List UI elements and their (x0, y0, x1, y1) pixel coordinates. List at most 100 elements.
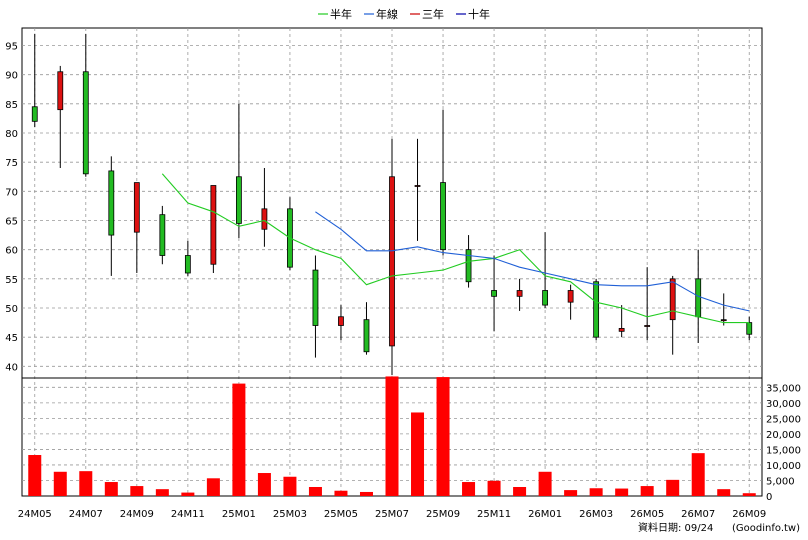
moving-average-lines (161, 173, 750, 324)
volume-bar (564, 490, 578, 496)
volume-bar (513, 486, 527, 496)
candle-body (363, 319, 370, 353)
footer-date: 資料日期: 09/24 (638, 521, 713, 534)
candle-body (695, 278, 702, 318)
price-tick-label: 50 (5, 304, 18, 315)
candle-body (184, 255, 191, 274)
volume-bar (359, 491, 373, 496)
candle-body (440, 182, 446, 251)
x-tick-label: 25M11 (477, 509, 511, 520)
volume-bar (28, 455, 42, 496)
volume-bar (283, 476, 297, 496)
price-tick-label: 40 (5, 362, 18, 373)
candles-layer (31, 33, 753, 376)
volume-tick-label: 25,000 (766, 414, 801, 425)
candle-body (746, 322, 753, 335)
price-tick-label: 65 (5, 217, 18, 228)
volume-tick-label: 10,000 (766, 461, 801, 472)
x-tick-label: 25M03 (273, 509, 307, 520)
volume-bar (181, 492, 195, 496)
x-tick-label: 24M05 (18, 509, 52, 520)
candle-body (57, 71, 64, 111)
volume-bars-layer (28, 376, 756, 496)
legend-label: 半年 (330, 7, 352, 21)
volume-tick-label: 15,000 (766, 445, 801, 456)
candle-body (491, 290, 497, 297)
x-tick-label: 25M09 (426, 509, 460, 520)
x-tick-label: 26M09 (732, 509, 766, 520)
candle-body (516, 290, 523, 297)
volume-bar (104, 482, 118, 496)
volume-tick-label: 20,000 (766, 430, 801, 441)
candle-body (235, 176, 242, 224)
candle-body (644, 325, 651, 327)
candle-body (82, 71, 89, 175)
legend-label: 三年 (422, 7, 444, 21)
candle-body (338, 316, 344, 326)
price-tick-label: 90 (5, 71, 18, 82)
candle-body (542, 290, 549, 306)
volume-bar (385, 376, 399, 496)
volume-tick-label: 5,000 (766, 476, 795, 487)
candle-body (312, 269, 319, 326)
x-tick-label: 25M07 (375, 509, 409, 520)
x-tick-label: 26M01 (528, 509, 562, 520)
volume-bar (615, 488, 629, 496)
volume-bar (334, 490, 348, 496)
volume-tick-label: 30,000 (766, 399, 801, 410)
x-tick-label: 26M03 (579, 509, 613, 520)
candle-body (593, 281, 600, 338)
x-tick-label: 25M01 (222, 509, 256, 520)
volume-bar (487, 480, 501, 496)
ma-half-year-line (161, 173, 750, 324)
candle-body (567, 290, 574, 303)
candle-body (669, 278, 676, 321)
volume-bar (717, 489, 731, 496)
volume-bar (155, 489, 169, 496)
volume-bar (742, 493, 756, 496)
candle-body (133, 182, 140, 233)
candle-body (389, 176, 395, 347)
candle-body (210, 185, 217, 265)
x-tick-label: 24M07 (69, 509, 103, 520)
volume-bar (462, 482, 476, 496)
price-grid: 40 45 50 55 60 65 70 75 80 85 90 95 (5, 27, 763, 496)
legend-label: 年線 (376, 7, 398, 21)
volume-bar (53, 471, 67, 496)
legend-label: 十年 (468, 7, 490, 21)
price-tick-label: 60 (5, 246, 18, 257)
axis-labels: 24M05 24M07 24M09 24M11 25M01 25M03 25M05 25M07… (18, 509, 767, 520)
x-tick-label: 26M07 (681, 509, 715, 520)
volume-bar (232, 383, 246, 496)
volume-bar (79, 471, 93, 496)
x-tick-label: 26M05 (630, 509, 664, 520)
volume-bar (589, 488, 603, 496)
candle-body (261, 208, 268, 230)
price-tick-label: 70 (5, 187, 18, 198)
x-tick-label: 24M11 (171, 509, 205, 520)
price-tick-label: 45 (5, 333, 18, 344)
candle-body (108, 170, 115, 236)
volume-bar (130, 486, 144, 496)
candle-body (618, 328, 625, 332)
ma-year-line (315, 211, 750, 312)
candle-body (159, 214, 166, 256)
price-tick-label: 80 (5, 129, 18, 140)
x-tick-label: 25M05 (324, 509, 358, 520)
volume-bar (411, 412, 425, 496)
candle-body (720, 319, 727, 322)
volume-bar (640, 486, 654, 496)
volume-tick-label: 0 (766, 492, 772, 503)
volume-bar (538, 471, 552, 496)
price-tick-label: 95 (5, 42, 18, 53)
price-tick-label: 75 (5, 158, 18, 169)
x-tick-label: 24M09 (120, 509, 154, 520)
price-tick-label: 55 (5, 275, 18, 286)
volume-tick-label: 35,000 (766, 383, 801, 394)
candle-body (414, 185, 421, 187)
chart-legend: 半年 年線 三年 十年 (318, 7, 490, 21)
candle-body (465, 249, 472, 283)
volume-bar (691, 453, 705, 496)
price-tick-label: 85 (5, 100, 18, 111)
